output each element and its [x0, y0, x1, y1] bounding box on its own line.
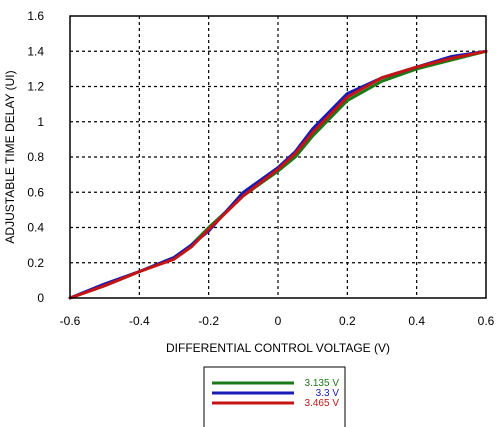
x-tick-label: 0.2 [339, 314, 356, 328]
legend: 3.135 V3.3 V3.465 V [203, 366, 346, 427]
x-axis-title: DIFFERENTIAL CONTROL VOLTAGE (V) [166, 341, 390, 355]
y-tick-label: 1.6 [27, 9, 44, 23]
tick-labels: -0.6 -0.4 -0.2 0 0.2 0.4 0.6 0 0.2 0.4 0.6 0.8 1 1.2 1… [27, 9, 494, 328]
x-tick-label: -0.4 [129, 314, 150, 328]
y-axis-title: ADJUSTABLE TIME DELAY (UI) [3, 70, 17, 243]
y-tick-label: 0 [37, 291, 44, 305]
y-tick-label: 0.6 [27, 185, 44, 199]
y-tick-label: 1.4 [27, 44, 44, 58]
series-line-3 [68, 49, 488, 300]
legend-box [203, 366, 346, 427]
y-tick-label: 1.2 [27, 80, 44, 94]
y-tick-label: 0.8 [27, 150, 44, 164]
y-tick-label: 0.2 [27, 256, 44, 270]
x-tick-label: 0 [275, 314, 282, 328]
legend-label-1: 3.135 V [305, 378, 340, 389]
series-lines [68, 49, 488, 300]
y-tick-label: 0.4 [27, 221, 44, 235]
y-tick-label: 1 [37, 115, 44, 129]
x-tick-label: -0.6 [60, 314, 81, 328]
plot-frame [69, 15, 487, 299]
grid-lines [70, 16, 486, 298]
legend-label-2: 3.3 V [316, 388, 340, 399]
x-tick-label: 0.6 [478, 314, 495, 328]
x-tick-label: -0.2 [198, 314, 219, 328]
x-tick-label: 0.4 [408, 314, 425, 328]
legend-label-3: 3.465 V [305, 398, 340, 409]
